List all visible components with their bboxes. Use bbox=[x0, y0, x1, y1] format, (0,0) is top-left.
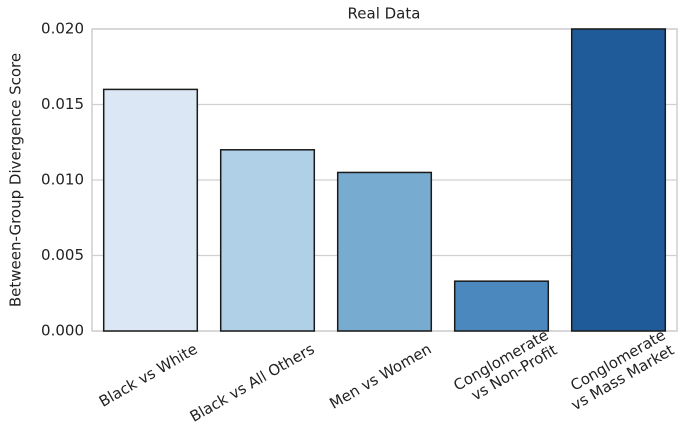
y-tick-label: 0.005 bbox=[41, 246, 84, 264]
y-tick-label: 0.020 bbox=[41, 20, 84, 38]
y-tick-label: 0.015 bbox=[41, 95, 84, 113]
x-tick-label: Black vs White bbox=[96, 340, 201, 411]
chart-title: Real Data bbox=[348, 5, 421, 23]
x-tick-label: Black vs All Others bbox=[187, 340, 318, 426]
y-tick-label: 0.000 bbox=[41, 322, 84, 340]
bar bbox=[453, 280, 550, 332]
y-axis-label: Between-Group Divergence Score bbox=[7, 53, 25, 307]
x-tick-label: Men vs Women bbox=[326, 340, 434, 413]
bar bbox=[102, 88, 199, 332]
y-tick-label: 0.010 bbox=[41, 171, 84, 189]
x-tick-label: Conglomeratevs Mass Market bbox=[559, 326, 677, 414]
x-tick-label: Conglomeratevs Non-Profit bbox=[450, 326, 560, 410]
bar bbox=[219, 149, 316, 332]
bar bbox=[570, 28, 667, 332]
bar bbox=[336, 171, 433, 332]
